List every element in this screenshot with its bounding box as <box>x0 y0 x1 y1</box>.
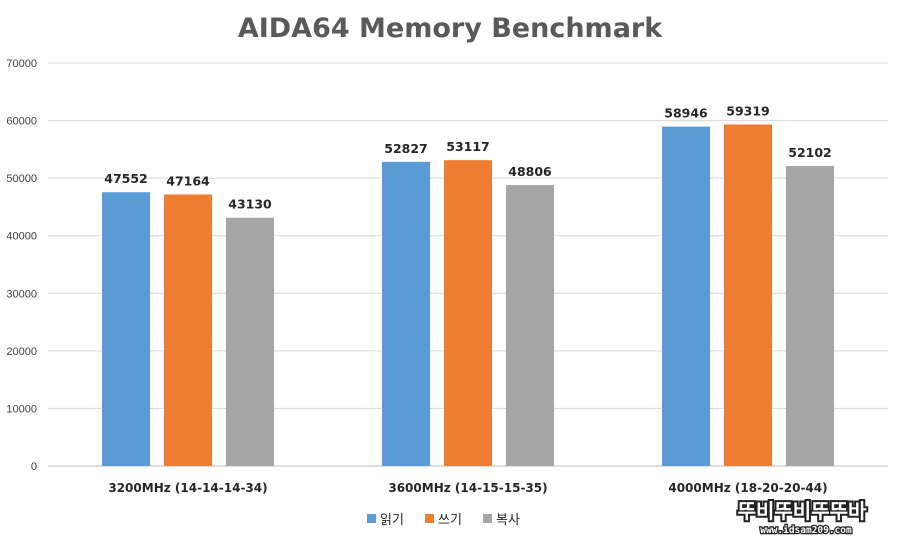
bars <box>102 124 834 467</box>
legend-label: 읽기 <box>380 513 404 528</box>
legend-swatch <box>483 514 492 523</box>
x-category-label: 3600MHz (14-15-15-35) <box>388 481 547 495</box>
x-axis-categories: 3200MHz (14-14-14-34) 3600MHz (14-15-15-3… <box>108 481 827 495</box>
y-tick-label: 40000 <box>6 231 37 243</box>
chart-title: AIDA64 Memory Benchmark <box>238 13 663 44</box>
x-category-label: 3200MHz (14-14-14-34) <box>108 481 267 495</box>
data-label: 43130 <box>228 197 272 212</box>
bar <box>102 192 150 467</box>
bar <box>382 161 430 466</box>
data-label: 47552 <box>104 171 148 186</box>
data-label: 48806 <box>508 164 552 179</box>
bar <box>226 217 274 466</box>
bar <box>506 185 554 466</box>
y-tick-label: 10000 <box>6 403 37 415</box>
legend-swatch <box>367 514 376 523</box>
watermark-url: www.idsam209.com <box>760 525 852 536</box>
y-tick-label: 20000 <box>6 346 37 358</box>
watermark-text: 뚜비뚜비뚜뚜바 <box>738 499 867 523</box>
y-tick-label: 30000 <box>6 288 37 300</box>
data-label: 58946 <box>664 106 708 121</box>
legend-label: 복사 <box>496 513 520 528</box>
data-label: 47164 <box>166 173 210 188</box>
data-labels: 47552 47164 43130 52827 53117 48806 58946 59319… <box>104 103 832 211</box>
bar <box>662 126 710 466</box>
y-axis-ticks: 0 10000 20000 30000 40000 50000 60000 70000 <box>6 58 37 473</box>
y-tick-label: 70000 <box>6 58 37 70</box>
bar <box>164 194 212 467</box>
legend-swatch <box>425 514 434 523</box>
data-label: 59319 <box>726 103 770 118</box>
y-tick-label: 0 <box>31 461 37 473</box>
bar <box>724 124 772 467</box>
data-label: 52827 <box>384 141 428 156</box>
data-label: 53117 <box>446 139 490 154</box>
bar <box>786 166 834 467</box>
bar <box>444 160 492 466</box>
legend-label: 쓰기 <box>438 513 462 528</box>
x-category-label: 4000MHz (18-20-20-44) <box>668 481 827 495</box>
y-tick-label: 60000 <box>6 116 37 128</box>
legend: 읽기 쓰기 복사 <box>367 513 520 528</box>
data-label: 52102 <box>788 145 832 160</box>
y-tick-label: 50000 <box>6 173 37 185</box>
watermark-logo: 뚜비뚜비뚜뚜바 www.idsam209.com <box>736 497 869 537</box>
